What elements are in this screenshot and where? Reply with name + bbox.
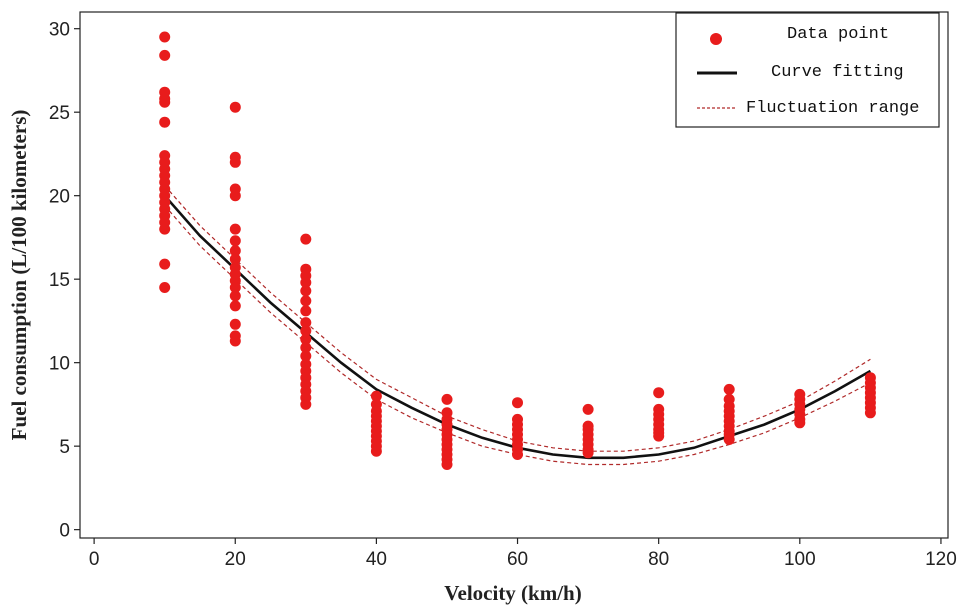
data-point xyxy=(300,342,312,354)
data-point xyxy=(229,253,241,265)
data-point xyxy=(300,305,312,317)
data-point xyxy=(159,116,171,128)
data-point xyxy=(229,190,241,202)
data-point xyxy=(159,258,171,270)
data-point xyxy=(300,325,312,337)
x-axis-title: Velocity (km/h) xyxy=(444,581,581,605)
data-point xyxy=(512,397,523,409)
data-point xyxy=(653,430,665,442)
legend: Data point Curve fitting Fluctuation ran… xyxy=(675,12,940,128)
data-point xyxy=(441,459,453,470)
data-point xyxy=(229,245,241,257)
x-tick-label: 40 xyxy=(366,549,387,570)
data-point xyxy=(159,31,171,43)
data-point xyxy=(229,235,241,247)
fluctuation-upper-line xyxy=(164,185,871,452)
data-point xyxy=(300,285,312,297)
data-point xyxy=(300,233,312,245)
y-axis: 0 5 10 15 20 25 30 xyxy=(49,20,80,542)
data-point xyxy=(300,317,312,329)
data-point xyxy=(794,417,806,429)
x-tick-label: 120 xyxy=(925,549,957,570)
data-point xyxy=(229,300,241,312)
data-point xyxy=(229,335,241,347)
legend-label-data-point: Data point xyxy=(787,25,889,44)
y-tick-label: 5 xyxy=(59,437,70,458)
data-point xyxy=(370,390,382,402)
data-point xyxy=(512,449,523,460)
y-tick-label: 25 xyxy=(49,103,70,124)
data-point xyxy=(723,434,735,445)
x-tick-label: 100 xyxy=(784,549,816,570)
data-point xyxy=(300,333,312,345)
data-point xyxy=(441,393,453,405)
x-tick-label: 20 xyxy=(225,549,246,570)
data-point xyxy=(159,96,171,108)
data-point xyxy=(300,350,312,362)
data-point xyxy=(370,445,382,457)
data-point xyxy=(582,447,594,459)
data-point xyxy=(159,223,171,235)
y-tick-label: 30 xyxy=(49,20,70,41)
x-tick-label: 60 xyxy=(507,549,528,570)
data-point xyxy=(864,407,876,419)
data-point xyxy=(723,383,735,395)
x-tick-label: 80 xyxy=(648,549,669,570)
data-point xyxy=(229,318,241,330)
x-axis: 0 20 40 60 80 100 120 xyxy=(89,538,957,570)
y-axis-title: Fuel consumption (L/100 kilometers) xyxy=(7,110,31,441)
data-point xyxy=(229,101,241,113)
fluctuation-lower-line xyxy=(164,205,871,466)
data-point xyxy=(300,295,312,307)
y-tick-label: 10 xyxy=(49,354,70,375)
data-point xyxy=(300,398,312,410)
y-tick-label: 20 xyxy=(49,187,70,208)
legend-label-fluctuation-range: Fluctuation range xyxy=(746,99,919,118)
y-tick-label: 0 xyxy=(59,521,70,542)
data-point xyxy=(159,49,171,61)
data-point xyxy=(229,290,241,302)
data-point xyxy=(229,223,241,235)
data-point xyxy=(300,277,312,288)
data-point xyxy=(229,282,241,293)
data-point xyxy=(159,282,171,293)
legend-label-curve-fitting: Curve fitting xyxy=(771,63,904,82)
data-points xyxy=(159,31,876,470)
y-tick-label: 15 xyxy=(49,270,70,291)
data-point xyxy=(229,156,241,168)
data-point xyxy=(653,387,665,399)
x-tick-label: 0 xyxy=(89,549,100,570)
plot-frame xyxy=(79,11,949,539)
legend-point-symbol xyxy=(710,33,722,45)
data-point xyxy=(582,403,594,415)
